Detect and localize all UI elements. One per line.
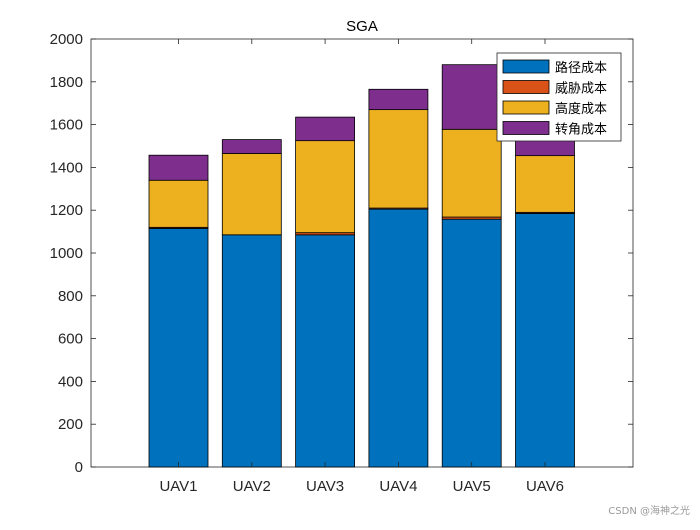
y-tick-label: 400 (58, 373, 83, 390)
y-tick-label: 1400 (50, 159, 83, 176)
bar-4-series-3 (368, 109, 429, 209)
legend-swatch-4 (502, 121, 550, 135)
x-tick-label: UAV6 (526, 478, 564, 495)
y-tick-label: 1600 (50, 117, 83, 134)
legend-swatch-3 (502, 100, 550, 115)
bar-5-series-1 (441, 218, 502, 468)
y-tick-label: 1200 (50, 202, 83, 219)
chart-title: SGA (346, 18, 378, 35)
watermark: CSDN @海神之光 (608, 506, 690, 517)
x-tick-label: UAV1 (159, 478, 197, 495)
bar-6-series-3 (515, 155, 575, 213)
bar-4-series-1 (368, 208, 429, 468)
y-tick-label: 200 (58, 416, 83, 433)
bar-2-series-3 (221, 153, 282, 236)
legend-label-4: 转角成本 (555, 122, 607, 137)
bar-4-series-4 (368, 88, 429, 111)
y-tick-label: 2000 (50, 31, 83, 48)
bar-1-series-3 (148, 179, 209, 228)
bar-6-series-1 (515, 213, 575, 468)
bar-2-series-1 (221, 234, 282, 468)
bar-3-series-3 (295, 140, 356, 234)
bar-3-series-4 (295, 116, 356, 142)
y-tick-label: 1800 (50, 74, 83, 91)
legend-swatch-2 (502, 80, 550, 94)
x-tick-label: UAV4 (379, 478, 417, 495)
legend-label-2: 威胁成本 (555, 81, 607, 96)
y-tick-label: 0 (75, 459, 83, 476)
x-tick-label: UAV3 (306, 478, 344, 495)
bar-1-series-1 (148, 227, 209, 468)
bar-5-series-4 (441, 64, 502, 130)
x-tick-label: UAV2 (233, 478, 271, 495)
legend-label-1: 路径成本 (555, 60, 607, 75)
bar-3-series-1 (295, 234, 356, 468)
x-tick-label: UAV5 (453, 478, 491, 495)
legend-label-3: 高度成本 (555, 101, 607, 116)
legend-swatch-1 (502, 59, 550, 74)
y-tick-label: 1000 (50, 245, 83, 262)
y-tick-label: 600 (58, 331, 83, 348)
bar-2-series-4 (221, 139, 282, 154)
bar-1-series-4 (148, 154, 209, 181)
bar-5-series-3 (441, 128, 502, 218)
y-tick-label: 800 (58, 288, 83, 305)
